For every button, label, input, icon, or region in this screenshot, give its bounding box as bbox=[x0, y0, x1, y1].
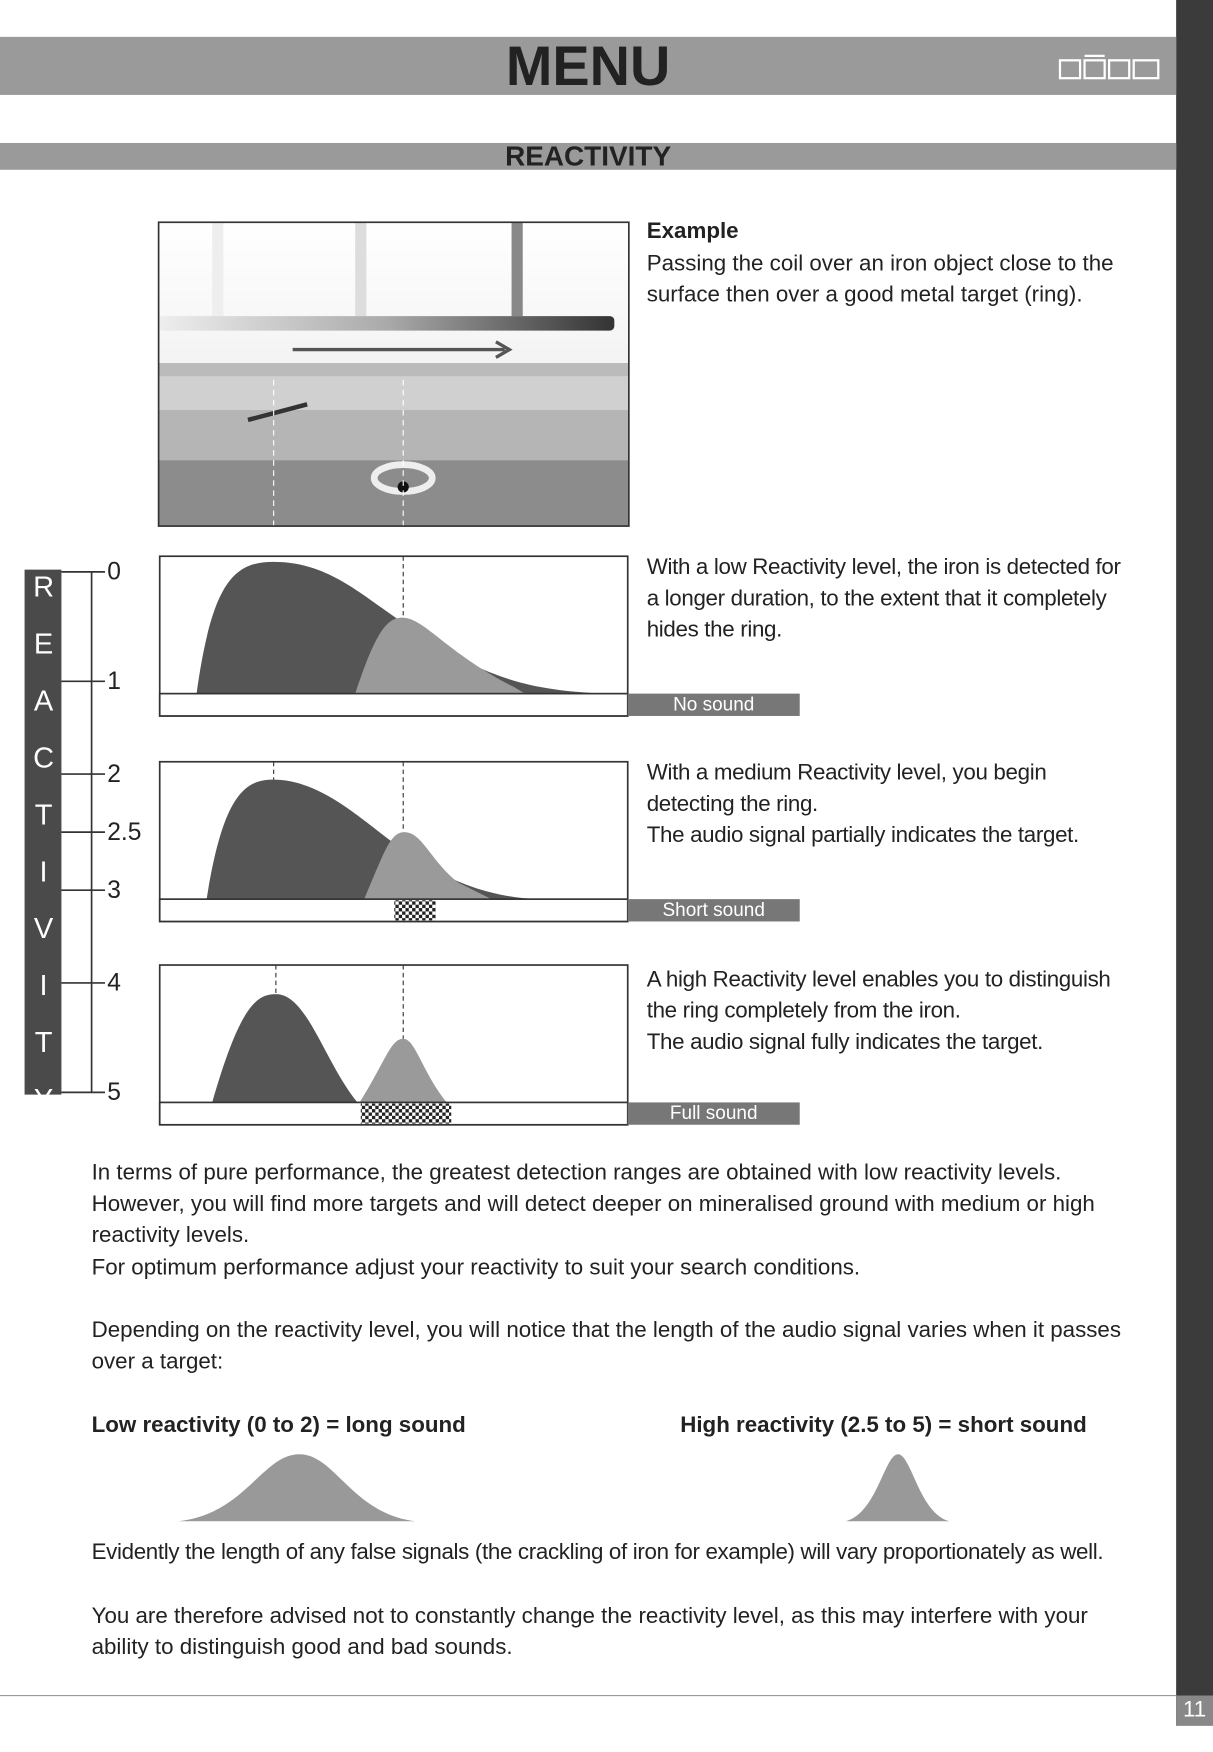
panel-2-graphic bbox=[158, 760, 800, 923]
scale-tick-label: 1 bbox=[107, 666, 121, 695]
scale-ticks bbox=[61, 571, 105, 1094]
example-text: Passing the coil over an iron object clo… bbox=[646, 251, 1114, 308]
sound-label: Short sound bbox=[662, 899, 765, 921]
panel-line: The audio signal fully indicates the tar… bbox=[646, 1029, 1044, 1055]
example-title: Example bbox=[646, 218, 739, 244]
panel-3-text: A high Reactivity level enables you to d… bbox=[647, 964, 1127, 1058]
panel-line: A high Reactivity level enables you to d… bbox=[646, 967, 1111, 1024]
high-label: High reactivity (2.5 to 5) = short sound bbox=[680, 1412, 1087, 1438]
header-bar bbox=[0, 36, 1177, 95]
illustration bbox=[157, 221, 630, 527]
panel-3-graphic bbox=[158, 964, 800, 1126]
paragraph: Depending on the reactivity level, you w… bbox=[91, 1317, 1122, 1374]
sound-label: Full sound bbox=[669, 1102, 758, 1124]
section-title: REACTIVITY bbox=[505, 140, 672, 173]
panel-line: With a low Reactivity level, the iron is… bbox=[646, 555, 1121, 643]
section-bar bbox=[0, 142, 1177, 170]
sound-label: No sound bbox=[673, 693, 755, 715]
scale-tick-label: 3 bbox=[107, 875, 121, 904]
panel-1-graphic bbox=[158, 555, 800, 717]
page-box bbox=[1176, 1695, 1213, 1726]
panel-line: With a medium Reactivity level, you begi… bbox=[646, 760, 1047, 817]
note: Evidently the length of any false signal… bbox=[91, 1540, 1104, 1565]
scale-label: REACTIVITY bbox=[26, 569, 61, 1140]
scale-tick-label: 5 bbox=[107, 1077, 121, 1106]
note: You are therefore advised not to constan… bbox=[91, 1603, 1088, 1660]
long-sound-curve bbox=[178, 1454, 416, 1522]
logo bbox=[1058, 54, 1160, 80]
panel-line: The audio signal partially indicates the… bbox=[646, 823, 1080, 848]
side-strip bbox=[1176, 0, 1213, 1726]
scale-tick-label: 2 bbox=[107, 759, 121, 788]
scale-tick-label: 2.5 bbox=[107, 817, 142, 846]
page-number: 11 bbox=[1182, 1697, 1207, 1723]
short-sound-curve bbox=[845, 1454, 950, 1522]
low-label: Low reactivity (0 to 2) = long sound bbox=[91, 1412, 466, 1438]
page-title: MENU bbox=[505, 34, 671, 98]
panel-1-text: With a low Reactivity level, the iron is… bbox=[647, 552, 1127, 646]
scale-bar bbox=[24, 569, 62, 1095]
scale-tick-label: 4 bbox=[107, 968, 121, 997]
scale-tick-label: 0 bbox=[107, 557, 121, 586]
panel-2-text: With a medium Reactivity level, you begi… bbox=[647, 757, 1127, 851]
paragraph: For optimum performance adjust your reac… bbox=[91, 1255, 861, 1281]
paragraph: In terms of pure performance, the greate… bbox=[91, 1160, 1095, 1248]
